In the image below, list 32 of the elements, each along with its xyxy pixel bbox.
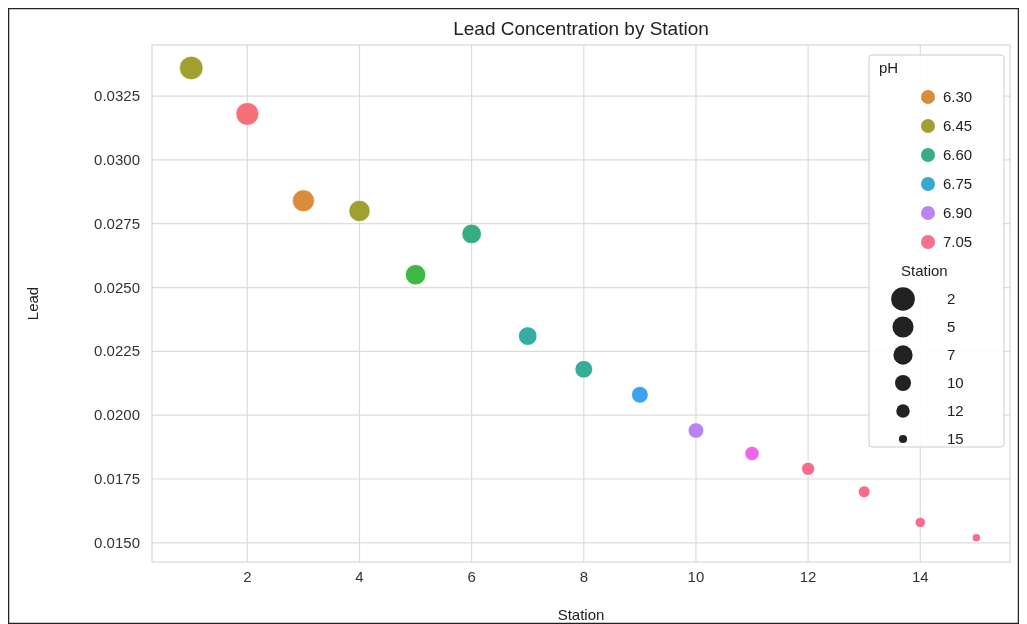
y-tick-label: 0.0225 bbox=[94, 342, 140, 360]
annotation: Station bbox=[901, 262, 948, 279]
annotation: 2 bbox=[947, 290, 956, 307]
legend-label: 6.30 bbox=[943, 88, 973, 105]
x-tick-label: 14 bbox=[911, 568, 929, 585]
y-tick-label: 0.0275 bbox=[94, 214, 140, 232]
x-tick-label: 10 bbox=[687, 568, 705, 585]
legend-label: 6.90 bbox=[943, 204, 973, 221]
x-tick-label: 4 bbox=[355, 568, 364, 585]
x-tick-label: 8 bbox=[579, 568, 588, 585]
x-tick-label: 6 bbox=[467, 568, 476, 585]
y-tick-label: 0.0175 bbox=[94, 470, 140, 488]
annotation: 7 bbox=[947, 346, 956, 363]
x-tick-label: 12 bbox=[799, 568, 817, 585]
chart-title: Lead Concentration by Station bbox=[453, 18, 709, 39]
annotation: 12 bbox=[947, 402, 964, 419]
annotation: 5 bbox=[947, 318, 956, 335]
x-axis-title: Station bbox=[557, 606, 605, 623]
y-tick-label: 0.0300 bbox=[94, 150, 140, 168]
legend-label: 6.60 bbox=[943, 146, 973, 163]
x-tick-label: 2 bbox=[243, 568, 252, 585]
annotation: 15 bbox=[947, 430, 964, 447]
y-axis-title: Lead bbox=[24, 286, 41, 321]
legend-label: 7.05 bbox=[943, 233, 973, 250]
legend-label: 6.45 bbox=[943, 117, 973, 134]
annotation: 10 bbox=[947, 374, 964, 391]
y-tick-label: 0.0250 bbox=[94, 278, 140, 296]
y-tick-label: 0.0200 bbox=[94, 406, 140, 424]
legend-label: 6.75 bbox=[943, 175, 973, 192]
legend-title: pH bbox=[879, 59, 899, 76]
y-tick-label: 0.0150 bbox=[94, 533, 140, 551]
y-tick-label: 0.0325 bbox=[94, 87, 140, 105]
